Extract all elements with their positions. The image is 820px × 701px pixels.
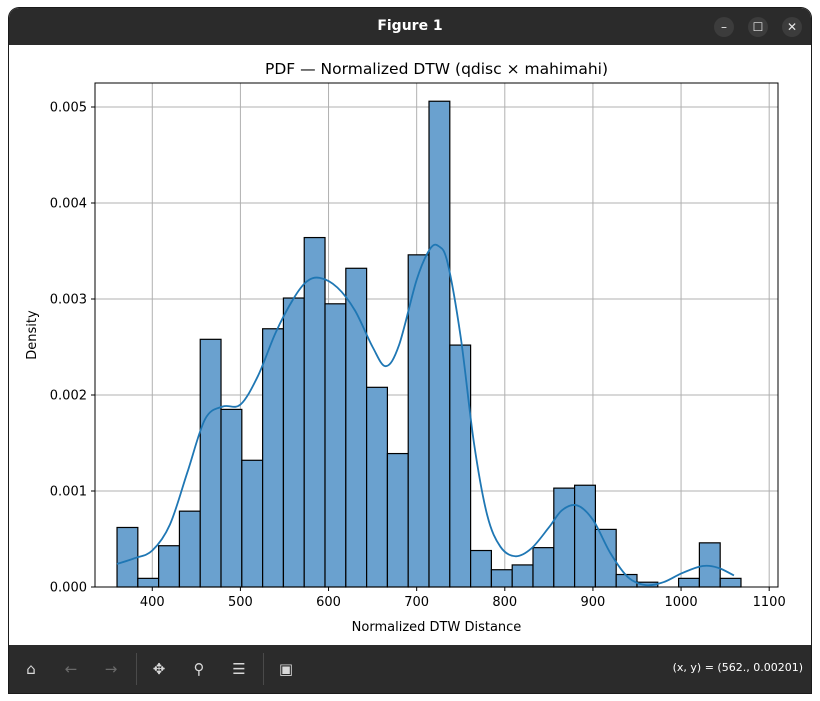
histogram-bar	[407, 254, 430, 588]
close-button[interactable]: ✕	[782, 17, 802, 37]
histogram-bar	[303, 236, 326, 588]
histogram-bar	[282, 297, 305, 588]
x-tick-label: 900	[581, 595, 606, 610]
y-tick-label: 0.004	[50, 197, 87, 212]
title-bar[interactable]: Figure 1 – ☐ ✕	[9, 8, 811, 45]
histogram-bar	[241, 459, 264, 588]
histogram-bar	[553, 487, 576, 588]
toolbar-separator	[263, 653, 264, 685]
histogram-bar	[345, 267, 368, 588]
arrow-right-icon: →	[104, 660, 118, 678]
histogram-bar	[386, 452, 409, 588]
histogram-bar	[532, 547, 555, 588]
y-tick-label: 0.002	[50, 389, 87, 404]
minimize-icon: –	[721, 20, 727, 34]
back-button[interactable]: ←	[59, 657, 83, 681]
configure-subplots-button[interactable]: ☰	[227, 657, 251, 681]
histogram-bar	[158, 545, 181, 588]
x-tick-label: 700	[404, 595, 429, 610]
y-tick-label: 0.003	[50, 293, 87, 308]
save-button[interactable]: ▣	[274, 657, 298, 681]
navigation-toolbar: ⌂ ← → ✥ ⚲ ☰ ▣ (x, y) = (562., 0.00201)	[9, 645, 811, 693]
minimize-button[interactable]: –	[714, 17, 734, 37]
toolbar-separator	[136, 653, 137, 685]
histogram-bar	[511, 564, 534, 588]
histogram-bar	[262, 328, 285, 588]
y-tick-label: 0.005	[50, 101, 87, 116]
zoom-button[interactable]: ⚲	[187, 657, 211, 681]
x-tick-label: 500	[228, 595, 253, 610]
y-axis-label: Density	[25, 310, 40, 360]
x-tick-label: 1000	[665, 595, 698, 610]
histogram-bar	[573, 484, 596, 588]
x-tick-label: 1100	[753, 595, 786, 610]
x-tick-label: 400	[140, 595, 165, 610]
home-icon: ⌂	[26, 660, 36, 678]
sliders-icon: ☰	[232, 660, 246, 678]
plot-frame	[94, 82, 779, 588]
arrow-left-icon: ←	[64, 660, 78, 678]
histogram-bar	[199, 338, 222, 588]
kde-line	[116, 243, 735, 587]
forward-button[interactable]: →	[99, 657, 123, 681]
window-title: Figure 1	[377, 18, 443, 34]
histogram-bar	[366, 386, 389, 588]
x-tick-label: 800	[492, 595, 517, 610]
home-button[interactable]: ⌂	[19, 657, 43, 681]
y-tick-label: 0.000	[50, 581, 87, 596]
histogram-bar	[137, 577, 160, 588]
pan-button[interactable]: ✥	[147, 657, 171, 681]
coordinate-readout: (x, y) = (562., 0.00201)	[672, 661, 803, 674]
histogram-bar	[220, 408, 243, 588]
maximize-button[interactable]: ☐	[748, 17, 768, 37]
histogram-bar	[428, 100, 451, 588]
histogram-bar	[677, 577, 700, 588]
histogram-bar	[490, 569, 513, 588]
close-icon: ✕	[786, 20, 798, 34]
figure-canvas[interactable]: 400 500 600 700 800 900 1000 1100 0.000 0.001 0.00…	[9, 45, 811, 645]
magnifier-icon: ⚲	[193, 660, 205, 678]
histogram-bar	[449, 344, 472, 588]
figure-window: Figure 1 – ☐ ✕ 400 500 600 700 800 900 1000 110…	[9, 8, 811, 693]
histogram-bar	[698, 542, 721, 588]
histogram-bar	[470, 549, 493, 588]
move-icon: ✥	[152, 660, 166, 678]
x-tick-label: 600	[316, 595, 341, 610]
histogram-bar	[178, 510, 201, 588]
maximize-icon: ☐	[752, 20, 764, 34]
y-tick-label: 0.001	[50, 485, 87, 500]
histogram-bar	[719, 577, 742, 588]
floppy-icon: ▣	[278, 660, 294, 678]
x-axis-label: Normalized DTW Distance	[352, 620, 522, 635]
histogram-chart: 400 500 600 700 800 900 1000 1100 0.000 0.001 0.00…	[25, 60, 786, 635]
chart-title: PDF — Normalized DTW (qdisc × mahimahi)	[265, 60, 608, 78]
histogram-bar	[324, 303, 347, 588]
